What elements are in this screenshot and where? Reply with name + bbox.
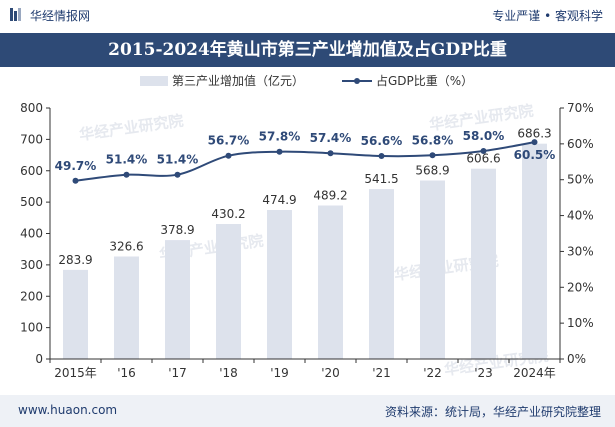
share-point	[531, 139, 538, 146]
share-line	[75, 141, 535, 182]
chart: 第三产业增加值（亿元） 占GDP比重（%） 华经产业研究院 华经产业研究院华经产业…	[20, 73, 594, 380]
left-tick-label: 200	[20, 289, 43, 303]
share-value-label: 60.5%	[514, 148, 556, 162]
x-tick-label: '21	[372, 366, 391, 380]
x-tick-label: 2024年	[513, 366, 556, 380]
legend-bar-swatch	[140, 76, 168, 86]
right-tick-label: 60%	[567, 137, 594, 151]
footer-website: www.huaon.com	[18, 403, 118, 417]
brand-tagline: 专业严谨 • 客观科学	[492, 9, 603, 23]
x-tick-label: '22	[423, 366, 442, 380]
share-value-label: 56.6%	[361, 134, 403, 148]
bar	[267, 210, 292, 359]
right-tick-label: 30%	[567, 244, 594, 258]
bar-value-label: 541.5	[364, 172, 398, 186]
x-tick-label: '23	[474, 366, 493, 380]
x-tick-label: '16	[117, 366, 136, 380]
bar	[522, 143, 547, 359]
bar-value-label: 568.9	[415, 164, 449, 178]
right-tick-label: 10%	[567, 316, 594, 330]
bar-value-label: 430.2	[211, 207, 245, 221]
share-value-label: 56.7%	[208, 134, 250, 148]
bar-value-label: 283.9	[58, 253, 92, 267]
share-value-label: 57.8%	[259, 130, 301, 144]
bar-value-label: 606.6	[466, 152, 500, 166]
right-tick-label: 70%	[567, 101, 594, 115]
left-tick-label: 600	[20, 164, 43, 178]
bar-value-label: 378.9	[160, 223, 194, 237]
share-point	[174, 171, 181, 178]
left-tick-label: 800	[20, 101, 43, 115]
share-value-label: 51.4%	[157, 153, 199, 167]
share-point	[327, 150, 334, 157]
left-tick-label: 300	[20, 258, 43, 272]
top-bar: 华经情报网 专业严谨 • 客观科学	[0, 0, 615, 30]
left-tick-label: 400	[20, 227, 43, 241]
right-tick-label: 50%	[567, 173, 594, 187]
axes: 0 100 200 300 400 500 600 700 800 0% 10% 20% 30% 40% 5…	[20, 101, 594, 380]
bar	[471, 168, 496, 359]
share-point	[72, 177, 79, 184]
share-value-label: 57.4%	[310, 131, 352, 145]
x-tick-label: 2015年	[54, 366, 97, 380]
chart-title: 2015-2024年黄山市第三产业增加值及占GDP比重	[108, 40, 507, 60]
share-point	[378, 153, 385, 159]
share-point	[429, 152, 436, 159]
brand-logo-icon	[10, 8, 21, 21]
share-value-label: 49.7%	[55, 159, 97, 173]
share-point	[480, 148, 487, 154]
bar	[420, 180, 445, 359]
x-tick-label: '17	[168, 366, 187, 380]
bar-value-label: 326.6	[109, 240, 143, 254]
line-series	[72, 139, 538, 184]
bar-value-label: 686.3	[517, 127, 551, 141]
legend-bar-label: 第三产业增加值（亿元）	[172, 73, 304, 88]
bar-value-label: 489.2	[313, 189, 347, 203]
right-tick-label: 20%	[567, 280, 594, 294]
left-tick-label: 700	[20, 132, 43, 146]
data-labels: 283.9 326.6 378.9 430.2 474.9 489.2 541.5 568.9…	[55, 127, 556, 267]
footer-source: 资料来源：统计局，华经产业研究院整理	[384, 405, 601, 419]
bar	[63, 269, 88, 359]
x-tick-label: '19	[270, 366, 289, 380]
bar-value-label: 474.9	[262, 193, 296, 207]
legend-line-marker	[354, 78, 360, 84]
left-tick-label: 100	[20, 321, 43, 335]
share-value-label: 56.8%	[412, 133, 454, 147]
share-point	[123, 171, 130, 178]
brand-name: 华经情报网	[30, 9, 91, 23]
bar-series	[63, 143, 547, 359]
x-tick-label: '20	[321, 366, 340, 380]
x-tick-label: '18	[219, 366, 238, 380]
footer: www.huaon.com 资料来源：统计局，华经产业研究院整理	[0, 395, 615, 427]
title-bar: 2015-2024年黄山市第三产业增加值及占GDP比重	[0, 33, 615, 67]
watermark-text: 华经产业研究院	[78, 112, 184, 144]
left-tick-label: 500	[20, 195, 43, 209]
share-point	[276, 148, 283, 155]
bar	[369, 189, 394, 359]
bar	[114, 256, 139, 359]
bar	[216, 224, 241, 359]
left-tick-label: 0	[35, 352, 43, 366]
bar	[318, 205, 343, 359]
share-point	[225, 152, 232, 159]
legend: 第三产业增加值（亿元） 占GDP比重（%）	[140, 73, 473, 88]
legend-line-label: 占GDP比重（%）	[376, 73, 473, 88]
right-tick-label: 0%	[567, 352, 586, 366]
right-tick-label: 40%	[567, 209, 594, 223]
share-value-label: 51.4%	[106, 153, 148, 167]
share-value-label: 58.0%	[463, 129, 505, 143]
bar	[165, 240, 190, 359]
